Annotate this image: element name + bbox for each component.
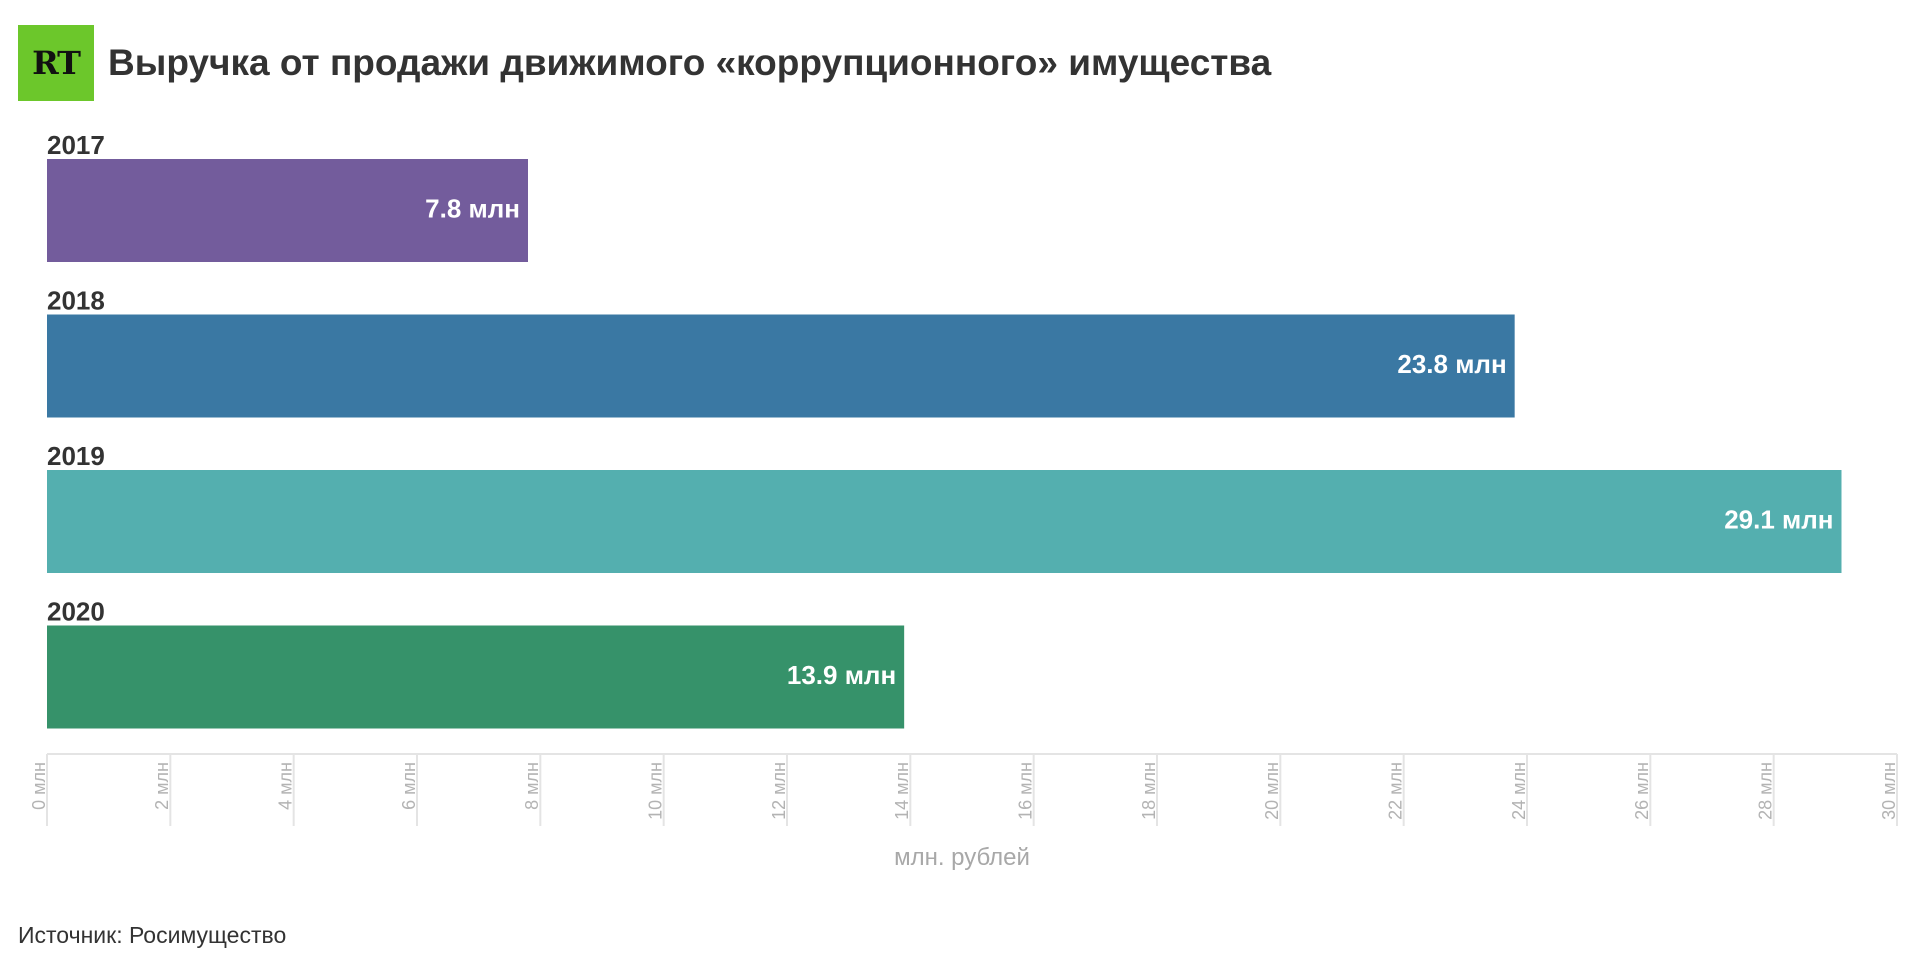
bar: [47, 625, 905, 729]
category-label: 2017: [47, 130, 105, 160]
bar-value-label: 7.8 млн: [425, 193, 520, 223]
bar: [47, 470, 1842, 573]
bar-value-label: 13.9 млн: [787, 660, 896, 690]
x-tick-label: 8 млн: [522, 762, 542, 810]
category-label: 2018: [47, 286, 105, 316]
rt-logo: RT: [18, 25, 94, 101]
x-tick-label: 16 млн: [1015, 762, 1035, 820]
bar: [47, 159, 528, 262]
x-tick-label: 18 млн: [1139, 762, 1159, 820]
chart-title: Выручка от продажи движимого «коррупцион…: [108, 42, 1272, 83]
x-tick-label: 24 млн: [1509, 762, 1529, 820]
x-tick-label: 2 млн: [152, 762, 172, 810]
x-tick-label: 26 млн: [1632, 762, 1652, 820]
x-axis-title: млн. рублей: [894, 844, 1030, 871]
bar-value-label: 29.1 млн: [1724, 504, 1833, 534]
x-tick-label: 14 млн: [892, 762, 912, 820]
x-tick-label: 0 млн: [29, 762, 49, 810]
x-tick-label: 20 млн: [1262, 762, 1282, 820]
bar-chart: 0 млн 2 млн 4 млн 6 млн 8 млн 10 млн 12 млн 14 …: [29, 130, 1899, 871]
x-tick-label: 4 млн: [275, 762, 295, 810]
bar-value-label: 23.8 млн: [1397, 349, 1506, 379]
category-label: 2019: [47, 441, 105, 471]
source-note: Источник: Росимущество: [18, 922, 287, 948]
bar: [47, 314, 1515, 418]
x-tick-label: 12 млн: [769, 762, 789, 820]
x-tick-label: 30 млн: [1879, 762, 1899, 820]
x-tick-label: 28 млн: [1755, 762, 1775, 820]
x-tick-label: 10 млн: [645, 762, 665, 820]
x-tick-label: 22 млн: [1385, 762, 1405, 820]
x-tick-label: 6 млн: [399, 762, 419, 810]
logo-text: RT: [32, 44, 81, 82]
header: RT Выручка от продажи движимого «коррупц…: [18, 25, 1271, 101]
category-label: 2020: [47, 597, 105, 627]
